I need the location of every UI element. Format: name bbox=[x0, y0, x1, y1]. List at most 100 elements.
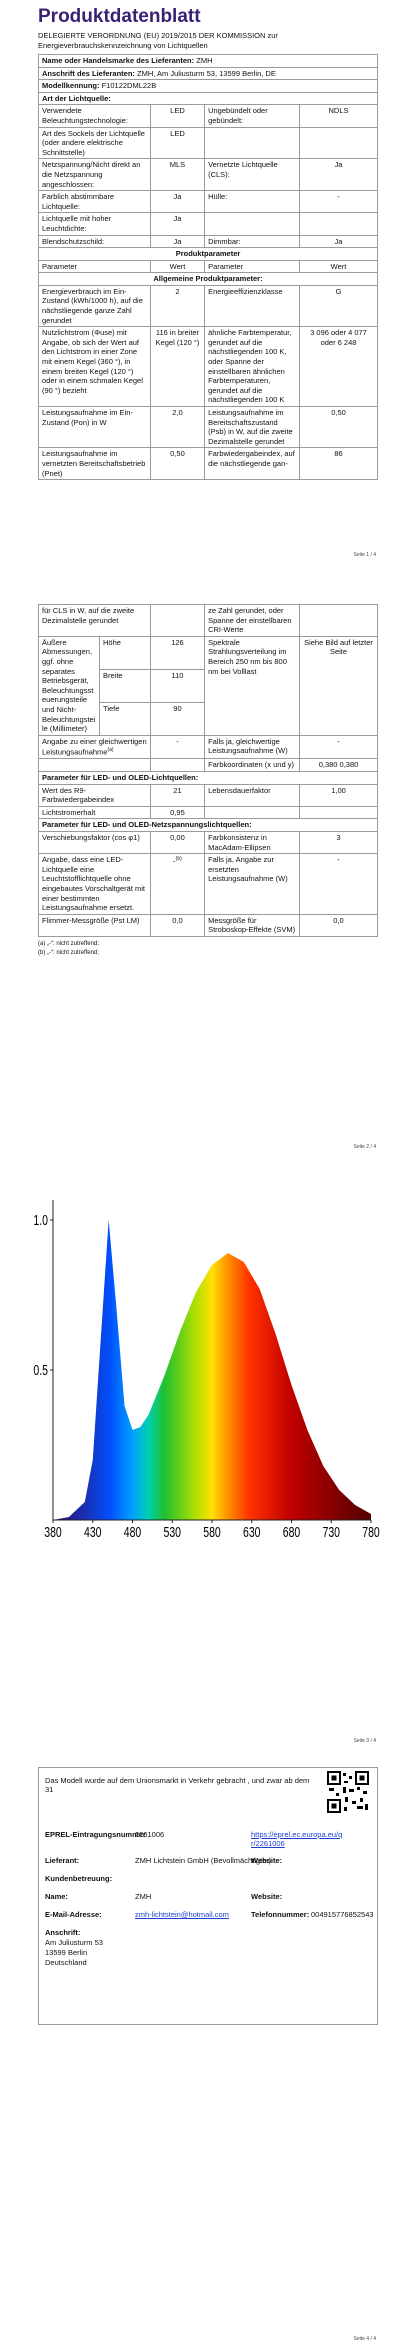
page-footer: Seite 2 / 4 bbox=[353, 1144, 376, 1150]
cell-value: - bbox=[299, 853, 378, 915]
cell-label: Art des Sockels der Lichtquelle (oder an… bbox=[38, 126, 151, 160]
cell-value: LED bbox=[149, 104, 206, 128]
cell-value: G bbox=[299, 284, 378, 328]
info-label: Website: bbox=[251, 1856, 283, 1865]
spectrum-area bbox=[53, 1220, 371, 1520]
supplier-row: Name oder Handelsmarke des Lieferanten: … bbox=[38, 54, 378, 68]
info-label: Website: bbox=[251, 1892, 283, 1901]
cell-value: Wert bbox=[299, 259, 378, 274]
x-tick-label: 730 bbox=[322, 1523, 340, 1540]
cell-value: LED bbox=[149, 126, 206, 160]
table-row: Energieverbrauch im Ein-Zustand (kWh/100… bbox=[38, 284, 378, 328]
supplier-row: Art der Lichtquelle: bbox=[38, 91, 378, 106]
table-row: Angabe, dass eine LED-Lichtquelle eine L… bbox=[38, 853, 378, 915]
cell-value: 0,50 bbox=[149, 447, 206, 481]
supplier-label: Anschrift des Lieferanten: bbox=[42, 68, 135, 78]
cell-label: Farbwiedergabeindex, auf die nächstliege… bbox=[204, 447, 300, 481]
dimension-value: 90 bbox=[149, 701, 206, 736]
info-label: Anschrift: bbox=[45, 1928, 81, 1937]
table-row: Name oder Handelsmarke des Lieferanten: … bbox=[38, 54, 378, 68]
table-row: Flimmer-Messgröße (Pst LM) 0,0 Messgröße f… bbox=[38, 913, 378, 937]
footnote-mark: (a) bbox=[107, 747, 114, 754]
table-row: Lichtquelle mit hoher Leuchtdichte: Ja bbox=[38, 212, 378, 236]
cell-label: Messgröße für Stroboskop-Effekte (SVM) bbox=[204, 913, 300, 937]
cell-label: Hülle: bbox=[204, 190, 300, 214]
cell-value bbox=[299, 212, 378, 236]
cell-label: Wert des R9-Farbwiedergabeindex bbox=[38, 783, 151, 807]
data-table: für CLS in W, auf die zweite Dezimalstel… bbox=[37, 604, 378, 937]
cell-label: Energieverbrauch im Ein-Zustand (kWh/100… bbox=[38, 284, 151, 328]
cell-value: 3 bbox=[299, 830, 378, 855]
x-tick-label: 580 bbox=[203, 1523, 221, 1540]
x-tick-label: 630 bbox=[243, 1523, 261, 1540]
cell-label: Spektrale Strahlungsverteilung im Bereic… bbox=[204, 635, 300, 736]
cell-value: NDLS bbox=[299, 104, 378, 128]
cell-label: Lichtstromerhalt bbox=[38, 805, 151, 820]
footnote: (a) „-“: nicht zutreffend; bbox=[38, 940, 99, 947]
table-row: Nutzlichtstrom (Φuse) mit Angabe, ob sic… bbox=[38, 326, 378, 407]
cell-label: Verschiebungsfaktor (cos φ1) bbox=[38, 830, 151, 855]
table-body: Name oder Handelsmarke des Lieferanten: … bbox=[38, 54, 378, 481]
eprel-link[interactable]: https://eprel.ec.europa.eu/qr/2261006 bbox=[251, 1830, 343, 1848]
cell-label: Nutzlichtstrom (Φuse) mit Angabe, ob sic… bbox=[38, 326, 151, 407]
section-heading: Produktparameter bbox=[38, 247, 378, 261]
table-row: Parameter für LED- und OLED-Netzspannung… bbox=[38, 818, 378, 832]
cell-label: Flimmer-Messgröße (Pst LM) bbox=[38, 913, 151, 937]
cell-value bbox=[299, 604, 378, 637]
info-row: Lieferant: ZMH Lichtstein GmbH (Bevollmäc… bbox=[45, 1856, 375, 1868]
cell-value: 0,0 bbox=[299, 913, 378, 937]
cell-label: Parameter bbox=[204, 259, 300, 274]
cell-label: Leistungsaufnahme im vernetzten Bereitsc… bbox=[38, 447, 151, 481]
cell-value: 86 bbox=[299, 447, 378, 481]
info-label: Lieferant: bbox=[45, 1856, 80, 1865]
address-line: Am Juliusturm 53 bbox=[45, 1938, 103, 1947]
info-row: Kundenbetreuung: bbox=[45, 1874, 375, 1886]
cell-label: Netzspannung/Nicht direkt an die Netzspa… bbox=[38, 158, 151, 192]
cell-value: 21 bbox=[149, 783, 206, 807]
section-heading: Allgemeine Produktparameter: bbox=[38, 272, 378, 286]
cell-label: Falls ja, gleichwertige Leistungsaufnahm… bbox=[204, 734, 300, 760]
cell-label: Äußere Abmessungen, ggf. ohne separates … bbox=[37, 635, 101, 736]
info-label: E-Mail-Adresse: bbox=[45, 1910, 102, 1919]
cell-label: Falls ja, Angabe zur ersetzten Leistungs… bbox=[204, 853, 300, 915]
footnote-mark: (b) bbox=[175, 856, 182, 863]
supplier-value: F10122DML22B bbox=[101, 81, 157, 91]
cell-label: für CLS in W, auf die zweite Dezimalstel… bbox=[38, 604, 151, 637]
page-2: für CLS in W, auf die zweite Dezimalstel… bbox=[37, 604, 378, 958]
table-row: Parameter Wert Parameter Wert bbox=[38, 259, 378, 274]
table-row: Tiefe 90 bbox=[39, 701, 378, 736]
page-4-box: Das Modell wurde auf dem Unionsmarkt in … bbox=[38, 1767, 378, 2025]
table-row: Äußere Abmessungen, ggf. ohne separates … bbox=[37, 635, 378, 736]
table-row: Farbkoordinaten (x und y) 0,380 0,380 bbox=[38, 758, 378, 772]
cell-label: Leistungsaufnahme im Ein-Zustand (Pon) i… bbox=[38, 405, 151, 449]
page-footer: Seite 3 / 4 bbox=[353, 1738, 376, 1744]
cell-value: Ja bbox=[299, 234, 378, 249]
table-row: Verwendete Beleuchtungstechnologie: LED Un… bbox=[38, 104, 378, 128]
cell-value: Ja bbox=[149, 190, 206, 214]
dimension-value: 110 bbox=[149, 668, 206, 703]
cell-label: Farbkoordinaten (x und y) bbox=[204, 758, 300, 772]
y-tick-label: 1.0 bbox=[33, 1211, 48, 1228]
table-row: Wert des R9-Farbwiedergabeindex 21 Lebensd… bbox=[38, 783, 378, 807]
supplier-row: Anschrift des Lieferanten: ZMH, Am Juliu… bbox=[38, 66, 378, 81]
table-row: Netzspannung/Nicht direkt an die Netzspa… bbox=[38, 158, 378, 192]
table-row: Art des Sockels der Lichtquelle (oder an… bbox=[38, 126, 378, 160]
table-row: Verschiebungsfaktor (cos φ1) 0,00 Farbkons… bbox=[38, 830, 378, 855]
x-tick-label: 380 bbox=[44, 1523, 62, 1540]
cell-value: 2 bbox=[149, 284, 206, 328]
cell-label: Farbkonsistenz in MacAdam-Ellipsen bbox=[204, 830, 300, 855]
cell-label: Angabe, dass eine LED-Lichtquelle eine L… bbox=[38, 853, 151, 915]
cell-label: Lebensdauerfaktor bbox=[204, 783, 300, 807]
x-tick-label: 780 bbox=[362, 1523, 380, 1540]
group-heading: Parameter für LED- und OLED-Lichtquellen… bbox=[38, 771, 378, 785]
info-row: EPREL-Eintragungsnummer 2261006 https://ep… bbox=[45, 1830, 375, 1848]
email-link[interactable]: zmh-lichtstein@hotmail.com bbox=[135, 1910, 229, 1919]
cell-value: - bbox=[299, 734, 378, 760]
info-label: Kundenbetreuung: bbox=[45, 1874, 113, 1883]
dimension-value: 126 bbox=[149, 635, 206, 670]
qr-code bbox=[327, 1771, 369, 1813]
table-row: Modellkennung: F10122DML22B bbox=[38, 79, 378, 93]
table-row: Blendschutzschild: Ja Dimmbar: Ja bbox=[38, 234, 378, 249]
cell-value: 0,95 bbox=[149, 805, 206, 820]
